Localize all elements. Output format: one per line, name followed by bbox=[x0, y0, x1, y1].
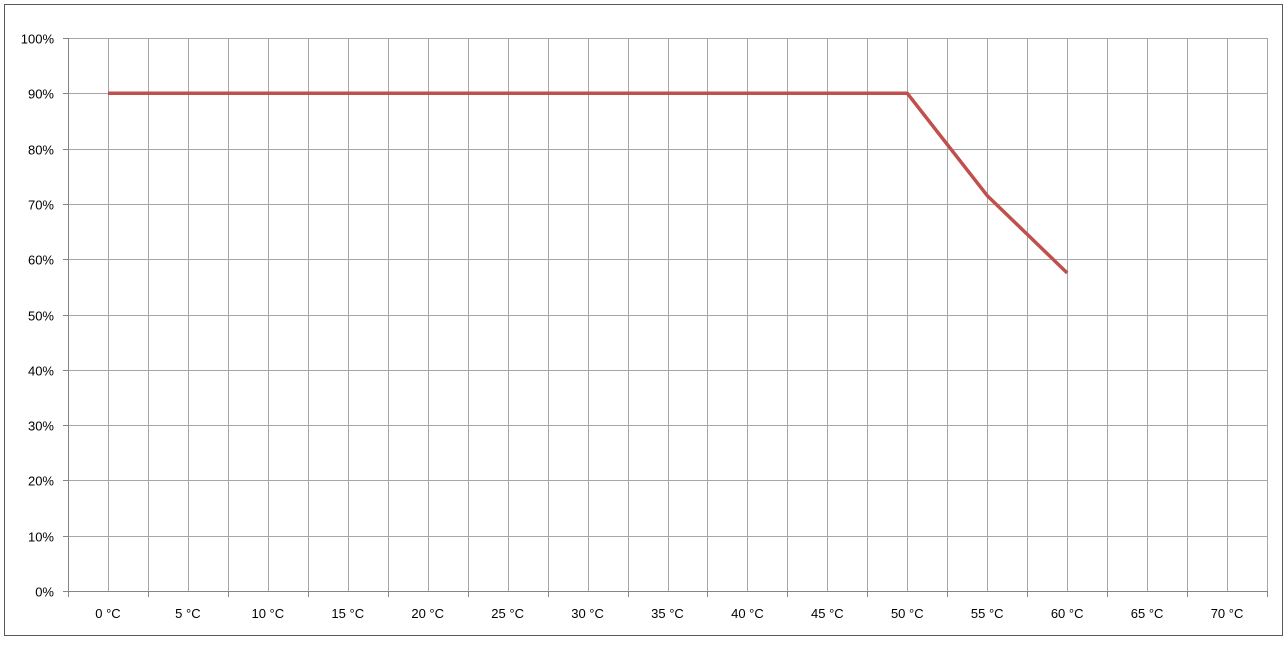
y-tick-label: 50% bbox=[28, 309, 54, 324]
y-tick-label: 20% bbox=[28, 474, 54, 489]
axes bbox=[63, 38, 1268, 597]
series-layer bbox=[107, 91, 1069, 275]
x-tick-label: 45 °C bbox=[811, 606, 844, 621]
grid-lines bbox=[68, 38, 1268, 591]
y-tick-label: 10% bbox=[28, 530, 54, 545]
x-tick-label: 35 °C bbox=[651, 606, 684, 621]
y-tick-label: 30% bbox=[28, 419, 54, 434]
series-line bbox=[108, 91, 1069, 275]
y-tick-label: 90% bbox=[28, 87, 54, 102]
x-tick-label: 60 °C bbox=[1051, 606, 1084, 621]
y-tick-label: 40% bbox=[28, 364, 54, 379]
x-tick-label: 65 °C bbox=[1131, 606, 1164, 621]
y-tick-label: 70% bbox=[28, 198, 54, 213]
y-tick-label: 80% bbox=[28, 143, 54, 158]
x-tick-label: 70 °C bbox=[1211, 606, 1244, 621]
x-tick-label: 40 °C bbox=[731, 606, 764, 621]
x-axis-tick-labels: 0 °C 5 °C 10 °C 15 °C 20 °C 25 °C 30 °C 35 °C 40… bbox=[95, 606, 1243, 621]
x-tick-label: 15 °C bbox=[331, 606, 364, 621]
x-tick-label: 0 °C bbox=[95, 606, 120, 621]
x-tick-label: 30 °C bbox=[571, 606, 604, 621]
y-tick-label: 100% bbox=[21, 32, 55, 47]
x-tick-label: 20 °C bbox=[411, 606, 444, 621]
y-tick-label: 0% bbox=[35, 585, 54, 600]
x-tick-label: 10 °C bbox=[251, 606, 284, 621]
chart-frame bbox=[4, 4, 1283, 636]
x-tick-label: 5 °C bbox=[175, 606, 200, 621]
y-tick-label: 60% bbox=[28, 253, 54, 268]
y-axis-tick-labels: 0% 10% 20% 30% 40% 50% 60% 70% 80% 90% 100% bbox=[21, 32, 55, 600]
x-tick-label: 25 °C bbox=[491, 606, 524, 621]
x-tick-label: 55 °C bbox=[971, 606, 1004, 621]
x-tick-label: 50 °C bbox=[891, 606, 924, 621]
